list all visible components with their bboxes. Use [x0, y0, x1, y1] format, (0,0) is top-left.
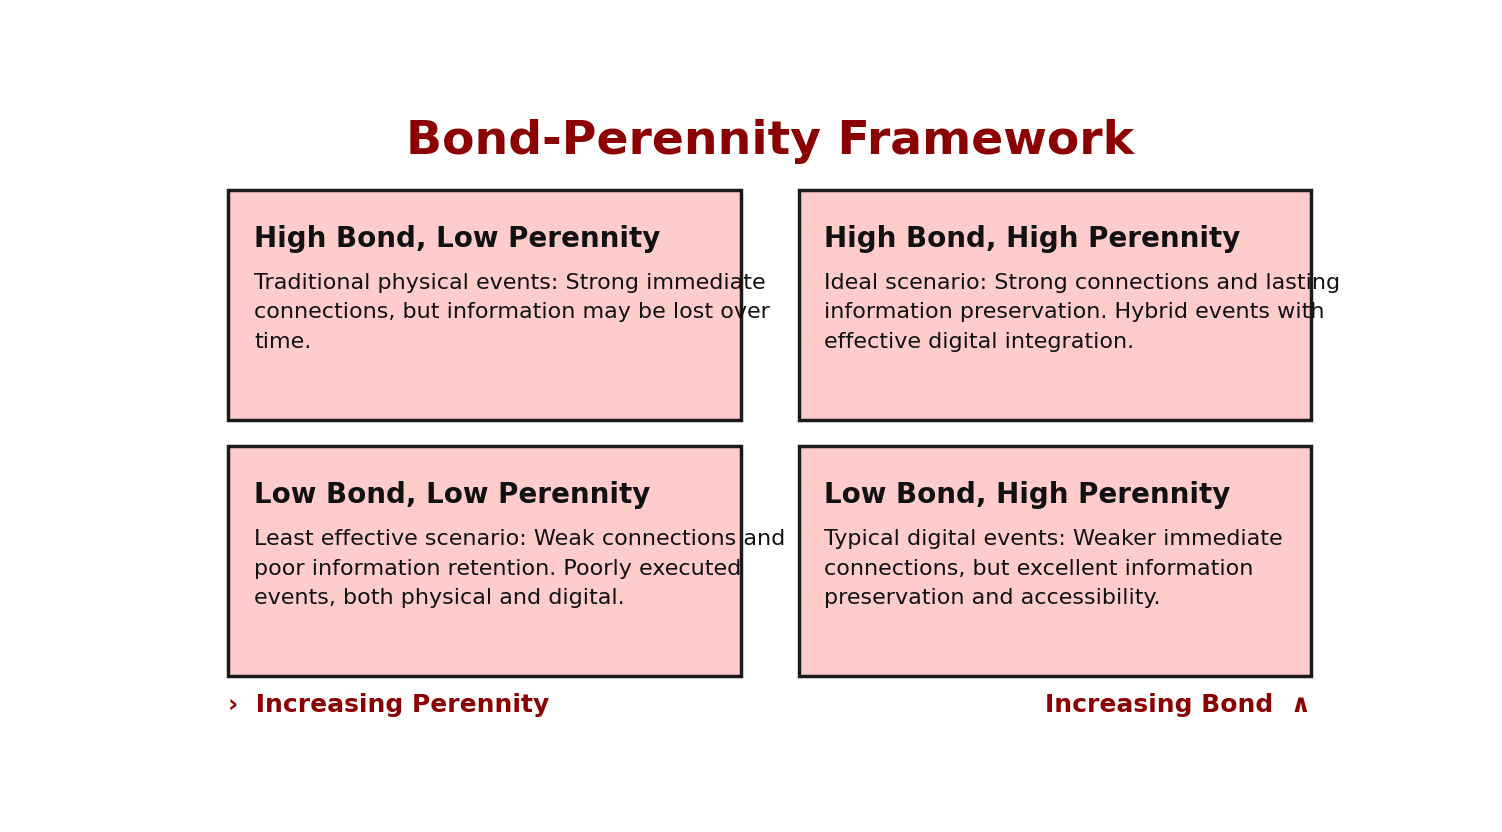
- Text: High Bond, Low Perennity: High Bond, Low Perennity: [254, 225, 661, 253]
- FancyBboxPatch shape: [799, 190, 1311, 420]
- Text: Increasing Bond  ∧: Increasing Bond ∧: [1045, 693, 1311, 717]
- Text: Low Bond, Low Perennity: Low Bond, Low Perennity: [254, 481, 650, 509]
- FancyBboxPatch shape: [228, 446, 740, 676]
- Text: Ideal scenario: Strong connections and lasting
information preservation. Hybrid : Ideal scenario: Strong connections and l…: [825, 273, 1341, 352]
- Text: Traditional physical events: Strong immediate
connections, but information may b: Traditional physical events: Strong imme…: [254, 273, 771, 352]
- Text: Low Bond, High Perennity: Low Bond, High Perennity: [825, 481, 1230, 509]
- FancyBboxPatch shape: [799, 446, 1311, 676]
- Text: Bond-Perennity Framework: Bond-Perennity Framework: [406, 119, 1134, 164]
- Text: Typical digital events: Weaker immediate
connections, but excellent information
: Typical digital events: Weaker immediate…: [825, 529, 1283, 608]
- FancyBboxPatch shape: [228, 190, 740, 420]
- Text: Least effective scenario: Weak connections and
poor information retention. Poorl: Least effective scenario: Weak connectio…: [254, 529, 786, 608]
- Text: ›  Increasing Perennity: › Increasing Perennity: [228, 693, 550, 717]
- Text: High Bond, High Perennity: High Bond, High Perennity: [825, 225, 1241, 253]
